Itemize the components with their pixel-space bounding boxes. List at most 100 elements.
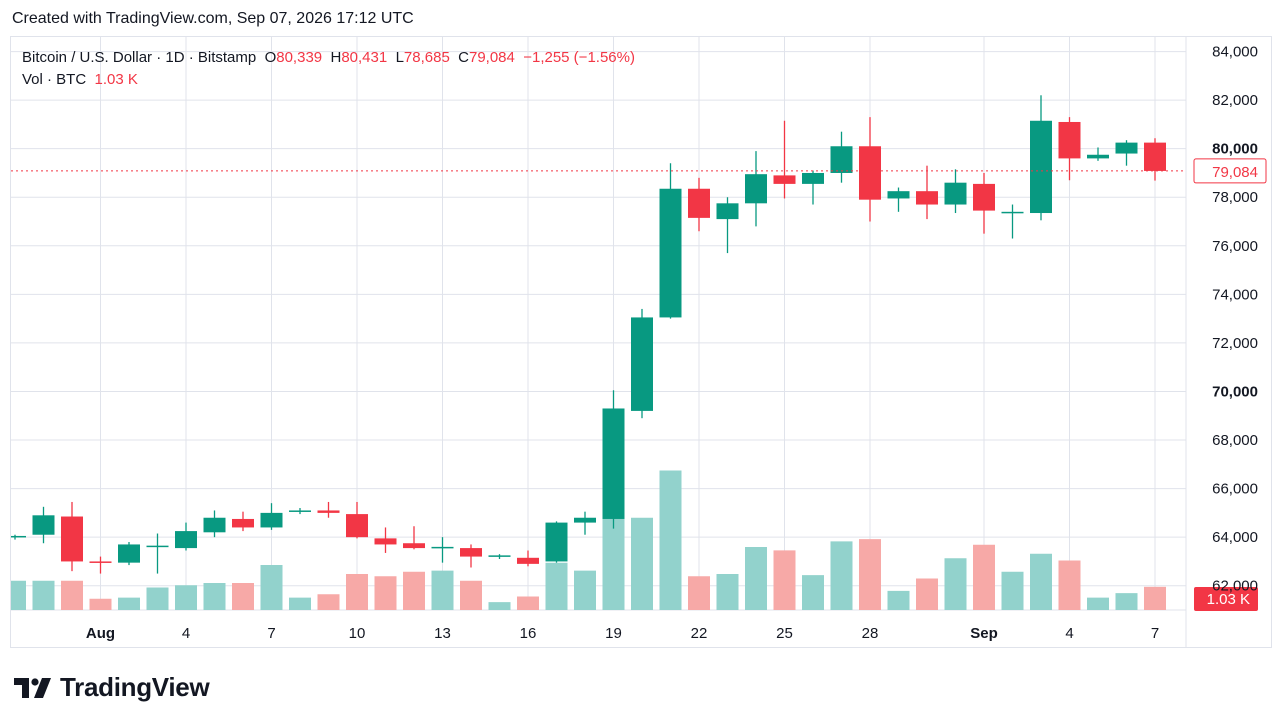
candle-body bbox=[232, 518, 254, 528]
volume-bar bbox=[11, 580, 26, 610]
volume-bar bbox=[1087, 597, 1109, 610]
y-tick-label: 64,000 bbox=[1212, 529, 1258, 546]
y-tick-label: 70,000 bbox=[1212, 383, 1258, 400]
volume-bar bbox=[773, 550, 796, 610]
x-tick-label: 10 bbox=[349, 625, 366, 642]
low-value: 78,685 bbox=[403, 49, 450, 66]
volume-bar bbox=[1030, 553, 1052, 610]
candle-body bbox=[431, 546, 454, 549]
volume-bar bbox=[631, 517, 653, 610]
volume-bar bbox=[1001, 571, 1024, 610]
volume-bars bbox=[11, 470, 1166, 610]
volume-value: 1.03 K bbox=[94, 71, 138, 88]
candle-body bbox=[944, 182, 967, 205]
candle-body bbox=[517, 557, 539, 564]
last-price-line: 79,084 1.03 K bbox=[11, 158, 1267, 611]
y-tick-label: 68,000 bbox=[1212, 432, 1258, 449]
candle-body bbox=[802, 172, 824, 184]
x-tick-label: 7 bbox=[267, 625, 275, 642]
x-tick-label: 16 bbox=[520, 625, 537, 642]
candle-body bbox=[317, 510, 340, 513]
volume-bar bbox=[431, 570, 454, 610]
x-tick-label: 28 bbox=[862, 625, 879, 642]
last-volume-label: 1.03 K bbox=[1207, 591, 1250, 608]
volume-bar bbox=[89, 598, 112, 610]
candle-body bbox=[631, 317, 653, 411]
candle-body bbox=[1030, 120, 1052, 214]
candle-body bbox=[574, 517, 596, 523]
close-value: 79,084 bbox=[468, 49, 515, 66]
candle-body bbox=[374, 538, 397, 545]
volume-bar bbox=[859, 539, 881, 610]
volume-bar bbox=[175, 585, 197, 610]
volume-bar bbox=[973, 544, 995, 610]
candle-body bbox=[602, 408, 625, 519]
chart-frame[interactable] bbox=[10, 36, 1272, 648]
candle-body bbox=[146, 545, 169, 548]
x-tick-label: 19 bbox=[605, 625, 622, 642]
legend: Bitcoin / U.S. Dollar · 1D · Bitstamp O8… bbox=[22, 47, 635, 91]
symbol-title: Bitcoin / U.S. Dollar · 1D · Bitstamp bbox=[22, 49, 257, 66]
candle-body bbox=[1058, 121, 1081, 159]
last-price-tag bbox=[1193, 158, 1267, 184]
x-tick-label: Aug bbox=[86, 625, 115, 642]
volume-bar bbox=[203, 583, 226, 610]
candle-body bbox=[1115, 142, 1138, 154]
candles bbox=[11, 95, 1166, 574]
volume-bar bbox=[289, 597, 311, 610]
candle-body bbox=[773, 175, 796, 184]
volume-bar bbox=[944, 558, 967, 610]
candle-body bbox=[659, 188, 682, 318]
candle-body bbox=[175, 531, 197, 549]
candle-body bbox=[688, 188, 710, 218]
last-price-label: 79,084 bbox=[1212, 164, 1258, 181]
volume-bar bbox=[317, 594, 340, 610]
volume-bar bbox=[346, 574, 368, 610]
volume-bar bbox=[260, 565, 283, 610]
change-value: −1,255 (−1.56%) bbox=[523, 49, 635, 66]
x-tick-label: Sep bbox=[970, 625, 998, 642]
volume-bar bbox=[403, 571, 425, 610]
candle-body bbox=[887, 191, 910, 199]
candle-body bbox=[830, 146, 853, 173]
volume-bar bbox=[61, 580, 83, 610]
volume-bar bbox=[460, 580, 482, 610]
volume-bar bbox=[716, 574, 739, 610]
volume-bar bbox=[745, 547, 767, 610]
candle-body bbox=[61, 516, 83, 562]
x-tick-label: 7 bbox=[1151, 625, 1159, 642]
volume-bar bbox=[802, 575, 824, 610]
volume-label: Vol · BTC bbox=[22, 71, 87, 88]
volume-bar bbox=[232, 583, 254, 610]
candle-body bbox=[32, 515, 55, 535]
grid-lines bbox=[11, 37, 1187, 647]
close-label: C bbox=[458, 49, 469, 66]
candle-body bbox=[118, 544, 140, 563]
last-volume-tag bbox=[1194, 587, 1258, 611]
candle-body bbox=[1144, 142, 1166, 171]
volume-row: Vol · BTC 1.03 K bbox=[22, 69, 635, 91]
tradingview-logo[interactable]: TradingView bbox=[14, 672, 210, 703]
volume-bar bbox=[545, 562, 568, 610]
y-tick-label: 84,000 bbox=[1212, 44, 1258, 61]
time-axis: Aug 4 7 10 13 16 19 22 25 28 Sep 4 7 bbox=[86, 625, 1159, 642]
candle-body bbox=[859, 146, 881, 200]
ohlc-row: Bitcoin / U.S. Dollar · 1D · Bitstamp O8… bbox=[22, 47, 635, 69]
candle-body bbox=[745, 174, 767, 204]
x-tick-label: 4 bbox=[1065, 625, 1073, 642]
tradingview-logo-icon bbox=[14, 677, 51, 698]
volume-bar bbox=[32, 580, 55, 610]
y-tick-label: 80,000 bbox=[1212, 141, 1258, 158]
volume-bar bbox=[574, 570, 596, 610]
open-value: 80,339 bbox=[276, 49, 323, 66]
volume-bar bbox=[374, 576, 397, 610]
candle-body bbox=[973, 183, 995, 211]
volume-bar bbox=[488, 602, 511, 610]
created-with-caption: Created with TradingView.com, Sep 07, 20… bbox=[12, 10, 414, 27]
candle-body bbox=[716, 203, 739, 220]
volume-bar bbox=[916, 578, 938, 610]
candle-body bbox=[488, 555, 511, 557]
y-tick-label: 76,000 bbox=[1212, 238, 1258, 255]
volume-bar bbox=[1115, 593, 1138, 610]
